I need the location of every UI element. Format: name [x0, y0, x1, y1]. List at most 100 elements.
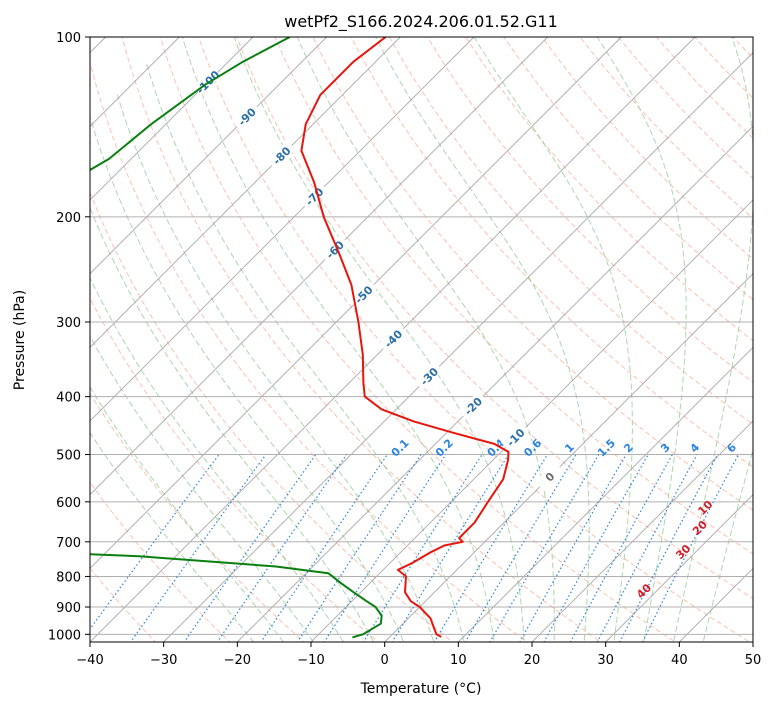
isotherm-label-bg — [378, 323, 407, 353]
dry-adiabat — [90, 481, 231, 642]
isotherm-line — [531, 420, 753, 642]
moist-adiabat — [90, 335, 314, 642]
chart-title: wetPf2_S166.2024.206.01.52.G11 — [284, 12, 558, 32]
isotherm-line — [90, 37, 254, 201]
dry-adiabat — [732, 37, 753, 59]
x-tick-label: 30 — [597, 653, 614, 668]
dry-adiabat — [90, 392, 305, 642]
y-tick-label: 100 — [56, 31, 81, 46]
mixing-ratio-line — [129, 454, 267, 642]
isotherm-line — [605, 494, 753, 642]
isotherm-label-bg — [232, 101, 261, 131]
isotherm-line — [90, 37, 327, 275]
dry-adiabat-label: 10 — [695, 498, 715, 518]
mixing-ratio-line — [464, 454, 577, 642]
y-tick-label: 200 — [56, 211, 81, 226]
mixing-ratio-lines — [90, 454, 739, 642]
dry-adiabats — [90, 37, 753, 642]
dry-adiabat-label: 40 — [634, 581, 654, 601]
dewpoint-profile-line — [90, 37, 383, 639]
isotherm-label-bg — [458, 391, 487, 420]
moist-adiabat — [702, 447, 753, 642]
mixing-ratio-line — [641, 454, 739, 642]
x-tick-label: 20 — [524, 653, 541, 668]
dry-adiabat — [274, 37, 753, 555]
isotherm-label-bg — [500, 422, 530, 451]
y-tick-label: 900 — [56, 601, 81, 616]
dry-adiabat — [541, 37, 753, 260]
y-tick-label: 500 — [56, 449, 81, 464]
pressure-gridlines — [90, 37, 753, 635]
mixing-ratio-line — [362, 454, 483, 642]
isotherm-line — [310, 199, 753, 642]
x-tick-label: −40 — [76, 653, 103, 668]
isotherm-line — [163, 52, 753, 642]
x-axis-title: Temperature (°C) — [360, 681, 482, 697]
mixing-ratio-label: 4 — [688, 440, 703, 455]
moist-adiabat — [672, 37, 753, 642]
mixing-ratio-label: 0.6 — [521, 436, 544, 459]
x-axis: −40 −30 −20 −10 0 10 20 30 40 50 — [76, 642, 761, 668]
moist-adiabat — [90, 115, 405, 642]
isotherm-line — [237, 125, 753, 642]
moist-adiabat — [375, 37, 590, 642]
mixing-ratio-line — [90, 454, 220, 630]
moist-adiabat — [473, 37, 633, 642]
y-tick-label: 600 — [56, 496, 81, 511]
isotherm-line — [90, 37, 401, 348]
dry-adiabat — [503, 37, 753, 301]
mixing-ratio-line — [296, 454, 422, 642]
isotherm-line — [90, 37, 622, 569]
isotherm-line — [752, 641, 753, 642]
y-tick-label: 300 — [56, 316, 81, 331]
dry-adiabat — [426, 37, 753, 383]
isotherm-label-bg — [414, 361, 443, 390]
y-axis-title: Pressure (hPa) — [12, 290, 28, 390]
mixing-ratio-line — [433, 454, 549, 642]
mixing-ratio-line — [543, 454, 649, 642]
dry-adiabat — [388, 37, 753, 425]
moist-adiabat — [596, 37, 687, 642]
moist-adiabats — [90, 37, 753, 642]
isotherm-line — [384, 273, 753, 642]
moist-adiabat — [296, 37, 555, 642]
x-tick-label: 50 — [745, 653, 762, 668]
mixing-ratio-label: 3 — [658, 441, 673, 456]
mixing-ratio-label: 0.1 — [389, 437, 412, 460]
x-tick-label: −30 — [150, 653, 177, 668]
y-tick-label: 400 — [56, 391, 81, 406]
dry-adiabat — [312, 37, 753, 511]
dry-adiabat — [655, 37, 753, 139]
isotherm-label-bg — [266, 140, 296, 170]
dry-adiabat — [159, 37, 677, 642]
y-tick-label: 800 — [56, 570, 81, 585]
dry-adiabat — [121, 37, 603, 642]
isotherm-line — [90, 37, 475, 422]
isotherms — [90, 37, 753, 642]
isotherm-line — [90, 37, 548, 496]
y-tick-label: 1000 — [48, 628, 81, 643]
dry-adiabat-label: 20 — [690, 518, 710, 538]
dry-adiabat — [236, 37, 753, 600]
x-tick-label: −10 — [297, 653, 324, 668]
isotherm-line — [458, 346, 753, 642]
x-tick-label: −20 — [224, 653, 251, 668]
isotherm-label-bg — [320, 234, 349, 264]
x-tick-label: 0 — [381, 653, 389, 668]
mixing-ratio-label: 8 — [754, 441, 769, 456]
mixing-ratio-line — [569, 454, 673, 642]
mixing-ratio-line — [216, 454, 348, 642]
moist-adiabat — [90, 386, 285, 642]
moist-adiabat — [181, 37, 495, 642]
moist-adiabat — [90, 431, 255, 642]
dry-adiabat — [90, 60, 528, 642]
sounding-profiles — [90, 37, 510, 639]
plot-area: 0.10.20.40.611.52346810131620253036-100-… — [90, 37, 769, 642]
mixing-ratio-line — [183, 454, 317, 642]
mixing-ratio-label: 1.5 — [595, 437, 618, 460]
line-labels: 0.10.20.40.611.52346810131620253036-100-… — [193, 67, 769, 601]
moist-adiabat — [90, 276, 344, 642]
isotherm-label-bg — [299, 181, 328, 211]
x-tick-label: 10 — [450, 653, 467, 668]
